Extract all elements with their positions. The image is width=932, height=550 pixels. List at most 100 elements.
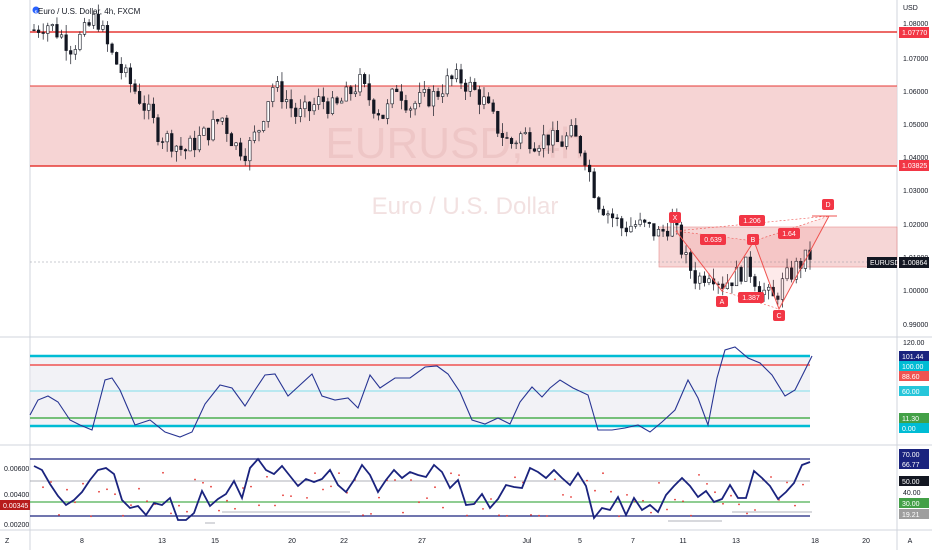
ratio-xb-label[interactable]: 0.639 (700, 234, 726, 245)
candle (610, 213, 615, 219)
osc2-dot (738, 503, 740, 506)
candle (739, 267, 743, 282)
candle (59, 34, 64, 38)
candle (266, 101, 270, 122)
osc2-dot (682, 500, 684, 503)
osc2-top-badge: 70.00 (902, 452, 920, 459)
time-axis[interactable]: Z 8 13 15 20 22 27 Jul 5 7 11 13 18 20 A (5, 538, 913, 545)
osc2-low-badge: 19.21 (902, 512, 920, 519)
osc2-left-value: 0.00345 (3, 503, 28, 510)
symbol-title[interactable]: Euro / U.S. Dollar, 4h, FXCM (38, 7, 141, 16)
candle (445, 75, 449, 95)
osc2-dot (266, 475, 268, 478)
svg-text:1.07770: 1.07770 (902, 30, 927, 37)
oscillator-pane-1[interactable]: 120.00 101.44 100.00 88.60 60.00 11.30 0… (29, 340, 929, 438)
osc2-dot (746, 512, 748, 515)
candle (574, 125, 578, 137)
candle (459, 69, 463, 84)
candle (220, 117, 224, 122)
candle (496, 111, 500, 134)
candle (771, 286, 775, 297)
price-tick: 1.04000 (903, 155, 928, 162)
point-b-label[interactable]: B (747, 234, 759, 245)
currency-label: USD (903, 5, 918, 12)
ratio-bd-label[interactable]: 1.64 (778, 228, 800, 239)
osc2-dot (594, 489, 596, 492)
candle (473, 81, 477, 90)
candle (431, 91, 436, 107)
candle (399, 91, 403, 101)
osc2-dot (450, 472, 452, 475)
osc2-dot (50, 481, 52, 483)
candle (363, 74, 367, 84)
osc1-red-badge: 88.60 (902, 374, 920, 381)
osc2-dot (730, 494, 732, 497)
osc2-dot (330, 485, 332, 488)
candle (82, 22, 87, 35)
point-a-label[interactable]: A (716, 296, 728, 307)
candle (211, 119, 215, 141)
osc2-dot (554, 478, 556, 481)
candle (225, 117, 229, 134)
candle (202, 127, 206, 136)
candle (78, 33, 82, 50)
oscillator-pane-2[interactable]: 0.00600 0.00400 0.00200 0.00345 70.00 66… (0, 449, 929, 529)
point-x-label[interactable]: X (669, 212, 681, 223)
osc2-dot (786, 481, 788, 484)
candle (197, 135, 201, 151)
svg-text:X: X (673, 215, 678, 222)
osc2-dot (338, 472, 340, 474)
osc2-dot (418, 501, 420, 504)
resistance-zone[interactable] (30, 86, 897, 166)
candle (280, 81, 284, 103)
osc2-dot (74, 501, 76, 504)
price-axis[interactable]: 1.08000 1.07000 1.06000 1.05000 1.04000 … (867, 21, 929, 329)
svg-text:1.03825: 1.03825 (902, 163, 927, 170)
candle (592, 171, 596, 198)
ratio-xd-label[interactable]: 1.206 (739, 215, 765, 226)
candle (753, 276, 757, 287)
candle (767, 286, 771, 291)
candle (41, 32, 45, 34)
candle (748, 256, 752, 277)
candle (312, 104, 316, 112)
candle (73, 49, 77, 55)
candle (643, 219, 647, 223)
osc2-dot (122, 514, 124, 517)
auto-scale-toggle[interactable]: A (908, 538, 913, 545)
candle (555, 130, 560, 143)
candle (615, 217, 619, 219)
osc2-dot (186, 510, 188, 513)
point-d-label[interactable]: D (822, 199, 834, 210)
candle (661, 229, 665, 232)
candle (578, 135, 583, 154)
candle (638, 219, 642, 225)
price-tick: 1.06000 (903, 89, 928, 96)
osc2-dot (58, 514, 60, 516)
time-tick: 13 (732, 538, 740, 545)
ratio-ac-label[interactable]: 1.387 (738, 292, 764, 303)
candle (519, 133, 523, 144)
candle (170, 133, 174, 152)
osc1-value-badge: 101.44 (902, 354, 924, 361)
svg-text:€: € (35, 9, 38, 14)
candle (115, 52, 119, 65)
harmonic-pattern[interactable]: X A B C D 0.639 1.387 1.206 (669, 199, 837, 321)
osc2-dot (570, 496, 572, 498)
candle (138, 91, 142, 104)
svg-text:D: D (825, 202, 830, 209)
candle (160, 141, 165, 143)
osc2-left-tick: 0.00400 (4, 492, 29, 499)
osc2-dot (250, 485, 252, 488)
candle (652, 223, 656, 237)
candle (395, 88, 399, 93)
osc2-dot (402, 511, 404, 514)
osc2-dot (714, 491, 716, 494)
point-c-label[interactable]: C (773, 310, 785, 321)
time-tick: 7 (631, 538, 635, 545)
candle (165, 133, 169, 143)
candle (307, 101, 312, 112)
candle (381, 114, 385, 119)
osc2-dot (506, 514, 508, 517)
